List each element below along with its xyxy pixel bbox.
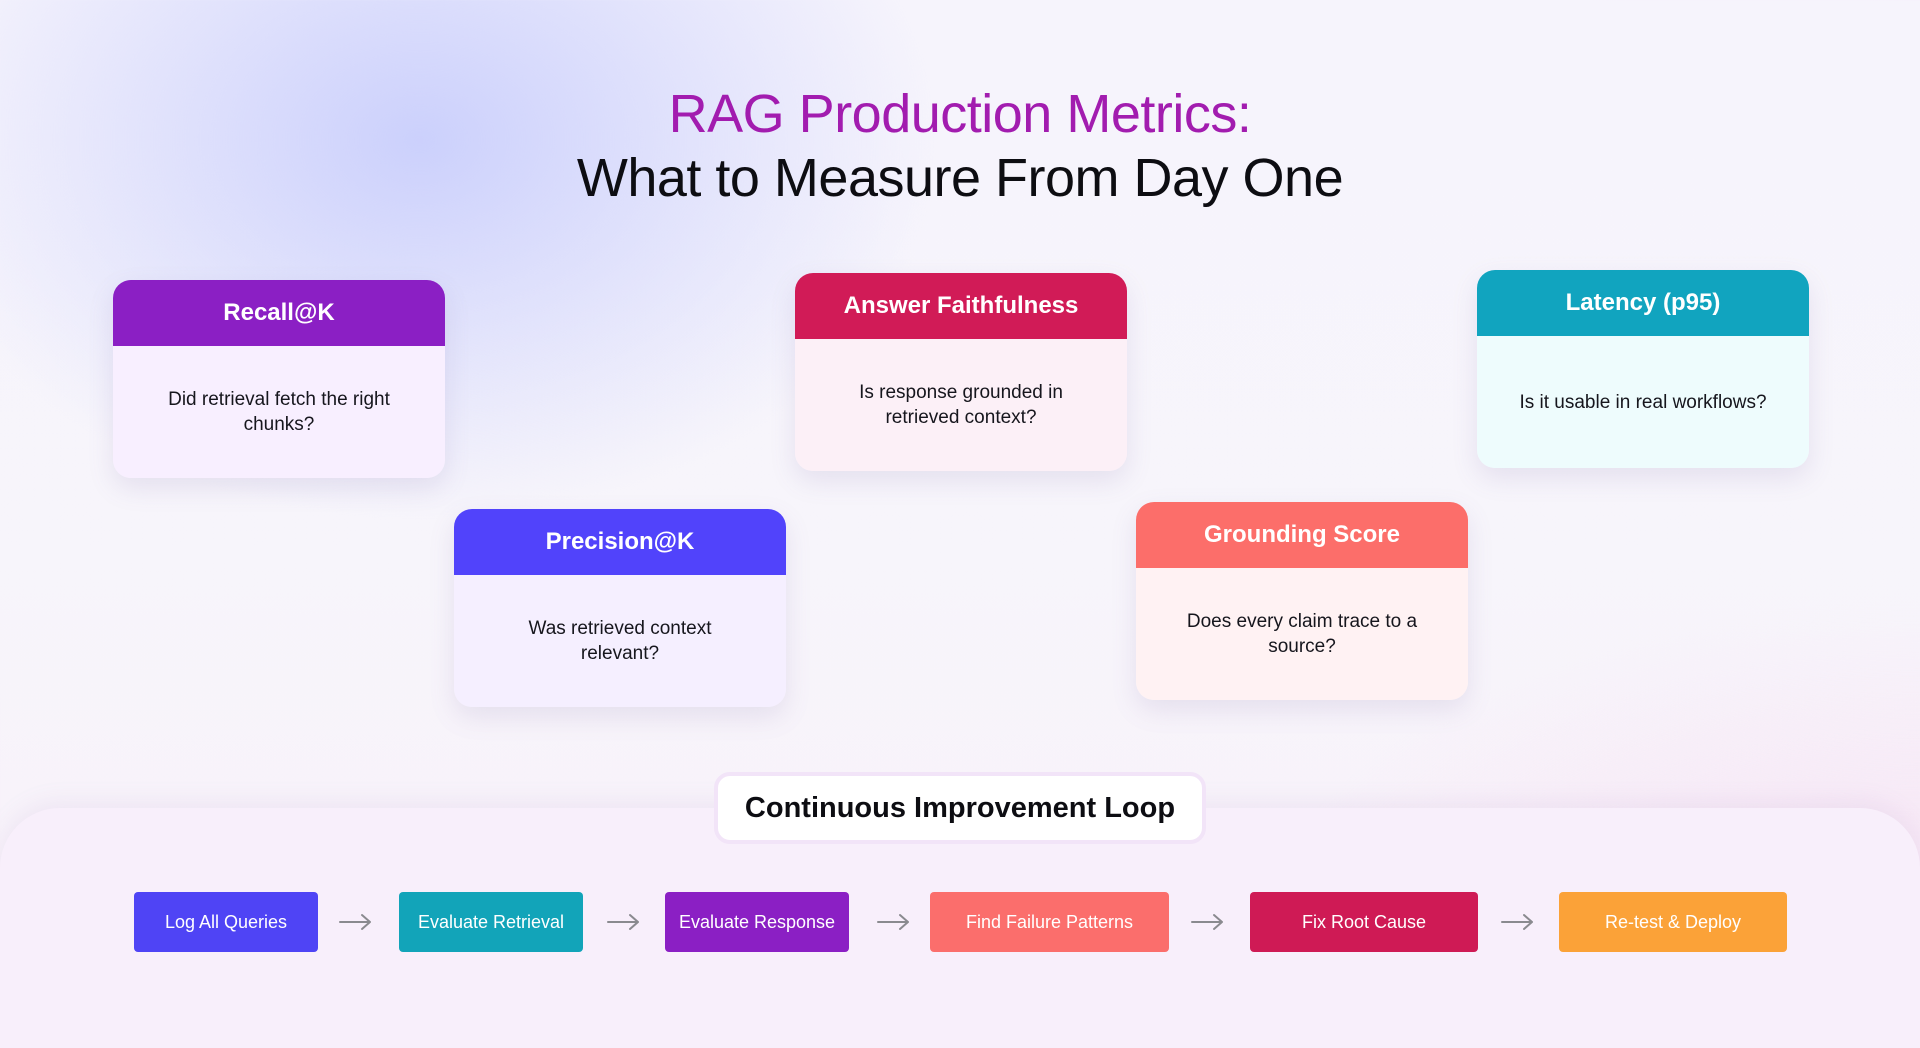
metric-card-latency: Latency (p95) Is it usable in real workf… xyxy=(1477,270,1809,468)
metric-card-title: Precision@K xyxy=(454,509,786,575)
metric-card-question: Did retrieval fetch the right chunks? xyxy=(113,346,445,478)
metric-card-title: Grounding Score xyxy=(1136,502,1468,568)
loop-step-evaluate-retrieval: Evaluate Retrieval xyxy=(399,892,583,952)
metric-card-title: Latency (p95) xyxy=(1477,270,1809,336)
loop-step-fix-root-cause: Fix Root Cause xyxy=(1250,892,1478,952)
metric-card-recall: Recall@K Did retrieval fetch the right c… xyxy=(113,280,445,478)
loop-step-evaluate-response: Evaluate Response xyxy=(665,892,849,952)
metric-card-question: Was retrieved context relevant? xyxy=(454,575,786,707)
right-arrow-icon xyxy=(877,914,909,930)
page-title: RAG Production Metrics: What to Measure … xyxy=(0,82,1920,210)
title-line-2: What to Measure From Day One xyxy=(576,148,1344,208)
right-arrow-icon xyxy=(339,914,371,930)
metric-card-question: Is response grounded in retrieved contex… xyxy=(795,339,1127,471)
metric-card-question: Is it usable in real workflows? xyxy=(1477,336,1809,468)
loop-step-retest-deploy: Re-test & Deploy xyxy=(1559,892,1787,952)
right-arrow-icon xyxy=(1501,914,1533,930)
improvement-loop-title: Continuous Improvement Loop xyxy=(714,772,1206,844)
metric-card-title: Answer Faithfulness xyxy=(795,273,1127,339)
loop-step-log-all-queries: Log All Queries xyxy=(134,892,318,952)
metric-card-precision: Precision@K Was retrieved context releva… xyxy=(454,509,786,707)
loop-step-find-failure-patterns: Find Failure Patterns xyxy=(930,892,1169,952)
title-line-1: RAG Production Metrics: xyxy=(668,84,1252,144)
right-arrow-icon xyxy=(607,914,639,930)
metric-card-answer-faithfulness: Answer Faithfulness Is response grounded… xyxy=(795,273,1127,471)
metric-card-grounding-score: Grounding Score Does every claim trace t… xyxy=(1136,502,1468,700)
metric-card-question: Does every claim trace to a source? xyxy=(1136,568,1468,700)
metric-card-title: Recall@K xyxy=(113,280,445,346)
right-arrow-icon xyxy=(1191,914,1223,930)
